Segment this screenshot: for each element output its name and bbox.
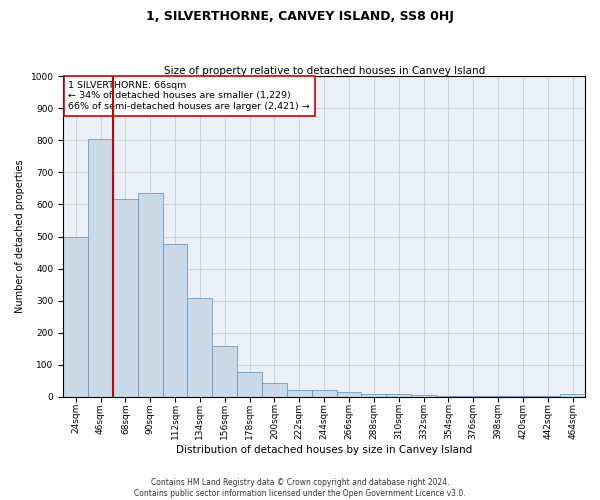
Bar — [436, 396, 461, 397]
Bar — [386, 394, 411, 397]
Bar — [312, 390, 337, 397]
Bar — [88, 139, 113, 397]
Bar — [262, 383, 287, 397]
Bar — [187, 298, 212, 397]
Bar — [337, 392, 361, 397]
Y-axis label: Number of detached properties: Number of detached properties — [15, 160, 25, 314]
Bar — [485, 396, 511, 397]
Title: Size of property relative to detached houses in Canvey Island: Size of property relative to detached ho… — [164, 66, 485, 76]
Text: 1, SILVERTHORNE, CANVEY ISLAND, SS8 0HJ: 1, SILVERTHORNE, CANVEY ISLAND, SS8 0HJ — [146, 10, 454, 23]
Bar — [212, 346, 237, 397]
Text: Contains HM Land Registry data © Crown copyright and database right 2024.
Contai: Contains HM Land Registry data © Crown c… — [134, 478, 466, 498]
Bar — [461, 396, 485, 397]
X-axis label: Distribution of detached houses by size in Canvey Island: Distribution of detached houses by size … — [176, 445, 472, 455]
Bar — [411, 395, 436, 397]
Bar — [361, 394, 386, 397]
Bar — [163, 244, 187, 397]
Bar — [560, 394, 585, 397]
Bar — [287, 390, 312, 397]
Text: 1 SILVERTHORNE: 66sqm
← 34% of detached houses are smaller (1,229)
66% of semi-d: 1 SILVERTHORNE: 66sqm ← 34% of detached … — [68, 81, 310, 111]
Bar — [237, 372, 262, 397]
Bar — [63, 236, 88, 397]
Bar — [138, 194, 163, 397]
Bar — [113, 198, 138, 397]
